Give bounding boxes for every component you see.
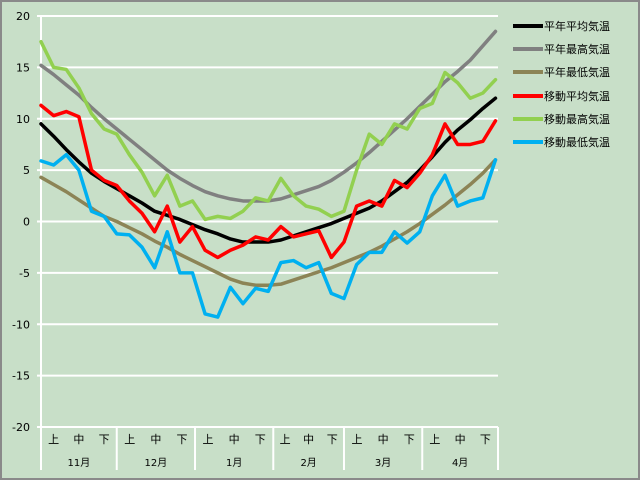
x-decade-label: 下	[480, 433, 491, 446]
y-tick-label: 15	[16, 61, 30, 74]
legend-label: 平年平均気温	[544, 19, 610, 33]
legend-swatch	[513, 46, 543, 51]
x-month-label: 1月	[226, 457, 242, 469]
x-month-label: 2月	[300, 457, 316, 469]
legend-item: 移動最低気温	[513, 130, 610, 153]
legend-label: 平年最低気温	[544, 66, 610, 80]
legend-item: 平年最高気温	[513, 37, 610, 60]
y-tick-label: 20	[16, 10, 30, 23]
legend-item: 平年平均気温	[513, 14, 610, 37]
x-decade-label: 下	[176, 433, 187, 446]
series-line-3	[39, 158, 498, 287]
legend-label: 移動平均気温	[544, 89, 610, 103]
x-decade-label: 上	[352, 433, 363, 446]
series-line-5	[39, 39, 498, 222]
x-decade-label: 中	[150, 433, 161, 446]
x-decade-label: 下	[327, 433, 338, 446]
y-tick-label: 0	[23, 216, 30, 229]
y-tick-label: -10	[12, 318, 30, 331]
x-decade-label: 中	[73, 433, 84, 446]
y-tick-label: -5	[19, 267, 30, 280]
x-month-label: 12月	[145, 457, 168, 469]
x-decade-label: 上	[48, 433, 59, 446]
legend-item: 平年最低気温	[513, 61, 610, 84]
y-tick-label: -20	[12, 421, 30, 434]
legend-swatch	[513, 70, 543, 75]
legend-item: 移動平均気温	[513, 84, 610, 107]
y-tick-label: 5	[23, 164, 30, 177]
legend-swatch	[513, 93, 543, 98]
series-line-2	[39, 29, 498, 203]
x-decade-label: 中	[229, 433, 240, 446]
x-decade-label: 下	[255, 433, 266, 446]
x-decade-label: 下	[404, 433, 415, 446]
legend-label: 移動最低気温	[544, 136, 610, 150]
legend-item: 移動最高気温	[513, 107, 610, 130]
legend-label: 移動最高気温	[544, 112, 610, 126]
series-line-6	[39, 152, 498, 319]
legend-label: 平年最高気温	[544, 42, 610, 56]
x-month-label: 4月	[452, 457, 468, 469]
x-decade-label: 上	[429, 433, 440, 446]
x-decade-label: 中	[378, 433, 389, 446]
y-tick-label: 10	[16, 113, 30, 126]
x-decade-label: 中	[455, 433, 466, 446]
legend-swatch	[513, 23, 543, 28]
x-decade-label: 上	[203, 433, 214, 446]
x-decade-label: 下	[99, 433, 110, 446]
x-decade-label: 上	[280, 433, 291, 446]
series-line-4	[39, 103, 498, 260]
x-month-label: 11月	[68, 457, 91, 469]
y-tick-label: -15	[12, 370, 30, 383]
legend-swatch	[513, 116, 543, 121]
x-month-label: 3月	[375, 457, 391, 469]
legend-swatch	[513, 140, 543, 145]
x-decade-label: 中	[303, 433, 314, 446]
x-decade-label: 上	[124, 433, 135, 446]
legend: 平年平均気温 平年最高気温 平年最低気温 移動平均気温 移動最高気温 移動最低気温	[513, 14, 610, 154]
